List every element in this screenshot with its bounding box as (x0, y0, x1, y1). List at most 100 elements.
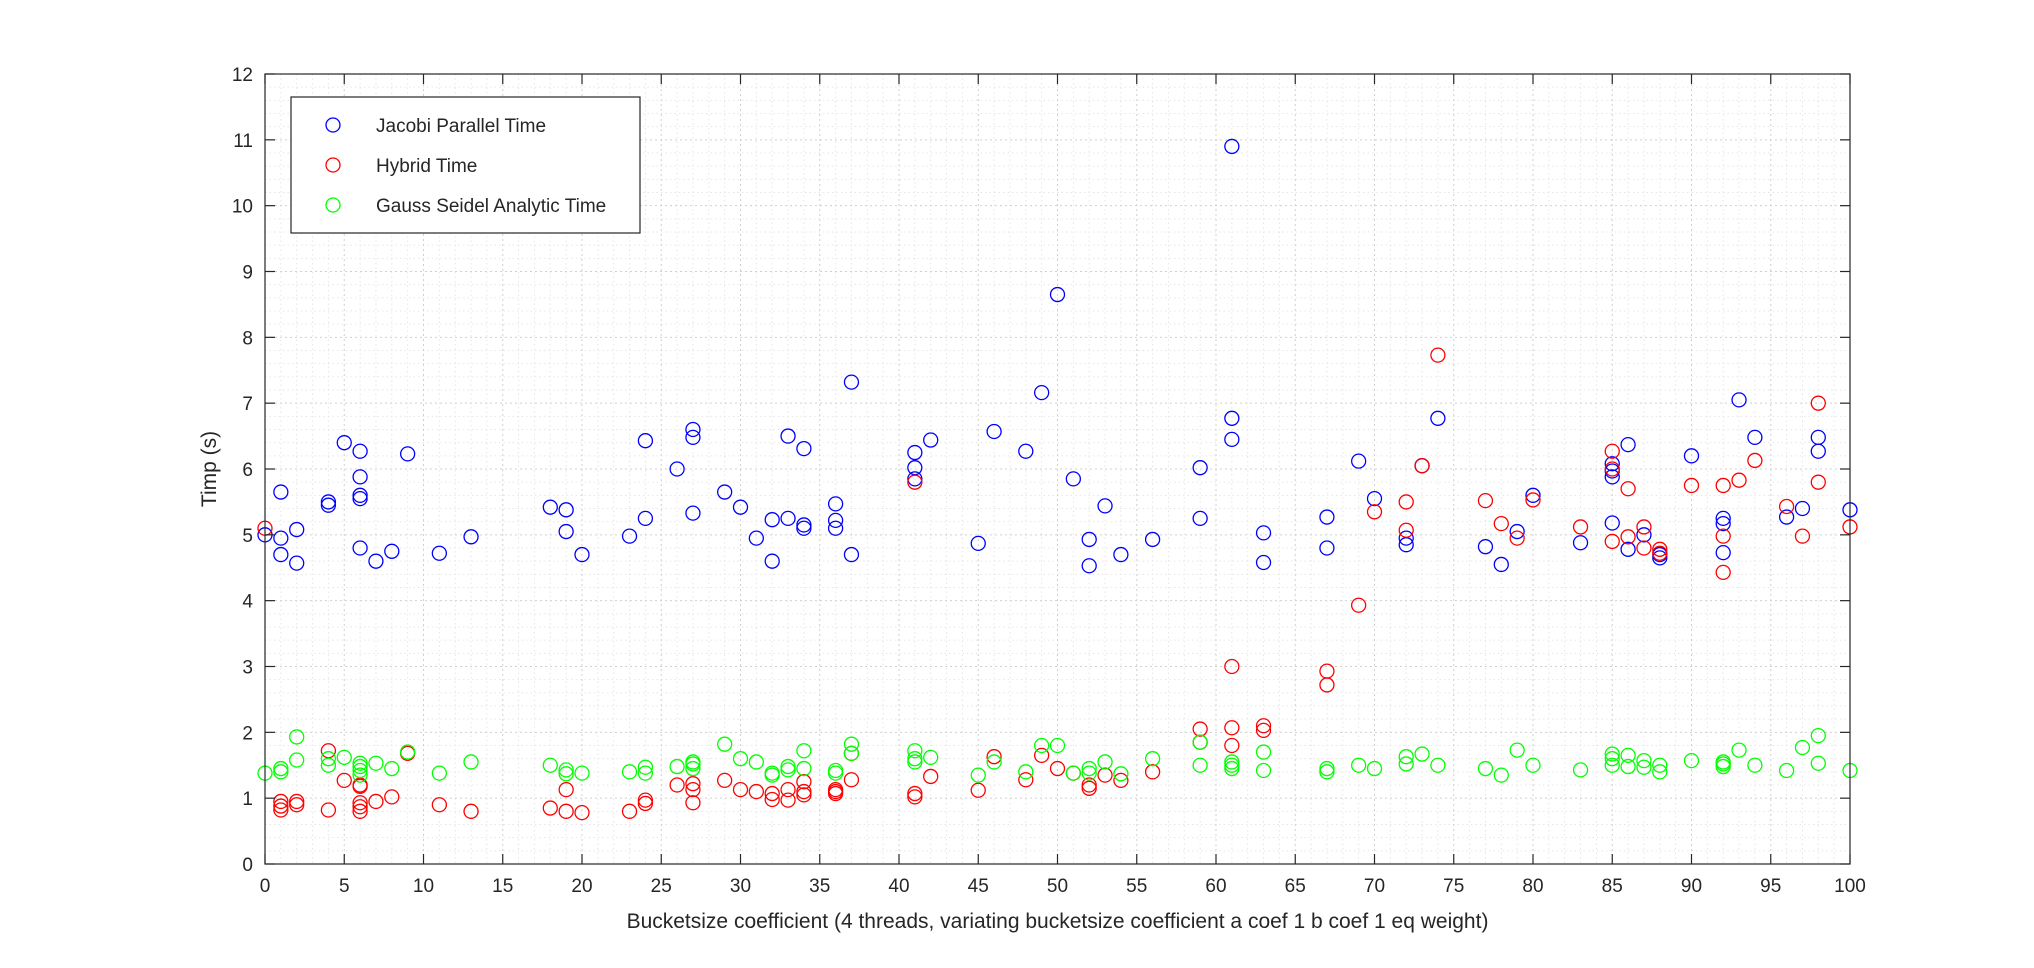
data-point (1049, 737, 1066, 754)
x-tick-label: 90 (1681, 876, 1702, 897)
data-point (1398, 494, 1414, 510)
y-tick-label: 0 (242, 855, 253, 876)
data-point (1604, 456, 1620, 472)
data-point (320, 494, 337, 510)
data-point (1192, 460, 1208, 476)
data-point (558, 523, 574, 540)
data-point (542, 499, 558, 515)
data-point (1715, 564, 1731, 581)
data-point (764, 553, 780, 569)
data-point (463, 529, 479, 545)
x-tick-label: 50 (1047, 876, 1068, 897)
data-point (1636, 527, 1652, 543)
data-point (970, 767, 986, 783)
data-point (1715, 510, 1731, 527)
data-point (764, 791, 780, 808)
y-tick-label: 11 (233, 131, 253, 152)
x-tick-label: 5 (339, 876, 350, 897)
data-point (1747, 452, 1763, 469)
data-point (669, 758, 685, 775)
y-tick-label: 9 (242, 263, 253, 284)
data-point (843, 745, 860, 762)
data-point (732, 751, 749, 767)
x-tick-label: 15 (492, 876, 513, 897)
y-tick-label: 3 (242, 658, 253, 679)
data-point (1018, 443, 1034, 459)
data-point (685, 754, 701, 770)
data-point (923, 432, 939, 448)
data-point (431, 545, 448, 561)
legend: Jacobi Parallel Time Hybrid Time Gauss Sei… (290, 96, 641, 234)
data-point (685, 795, 701, 811)
data-point (558, 803, 574, 819)
data-point (558, 766, 574, 782)
data-point (669, 461, 685, 477)
data-point (463, 754, 479, 770)
y-tick-label: 1 (242, 789, 253, 810)
data-point (1715, 544, 1731, 561)
legend-box (290, 96, 641, 234)
data-point (1604, 746, 1620, 762)
data-point (796, 743, 812, 759)
data-point (352, 469, 368, 485)
data-point (1144, 764, 1161, 780)
data-point (732, 499, 749, 515)
data-point (1366, 504, 1383, 520)
data-point (637, 510, 654, 527)
data-point (780, 758, 796, 775)
data-point (1255, 718, 1272, 734)
data-point (637, 759, 654, 775)
data-point (352, 767, 368, 783)
data-point (827, 520, 844, 536)
data-point (1731, 742, 1747, 758)
data-point (368, 755, 384, 771)
data-point (796, 783, 812, 800)
data-point (1493, 515, 1509, 532)
data-point (273, 793, 289, 810)
data-point (1778, 498, 1795, 515)
x-tick-label: 100 (1834, 876, 1866, 897)
data-point (748, 783, 764, 800)
data-point (1224, 760, 1240, 777)
data-point (1224, 138, 1240, 155)
data-point (1319, 764, 1335, 780)
x-tick-label: 35 (809, 876, 830, 897)
data-point (1604, 469, 1620, 485)
data-point (748, 530, 764, 546)
y-tick-label: 10 (232, 197, 253, 218)
data-point (1636, 752, 1652, 769)
x-tick-label: 25 (651, 876, 672, 897)
data-point (431, 765, 448, 781)
data-point (289, 555, 305, 571)
data-point (1715, 528, 1731, 544)
data-point (352, 490, 368, 507)
data-point (621, 528, 638, 544)
data-point (796, 760, 812, 777)
data-point (1604, 461, 1620, 477)
data-point (907, 743, 923, 759)
data-point (796, 440, 812, 457)
data-point (1620, 529, 1636, 545)
data-point (574, 805, 590, 821)
data-point (1572, 519, 1589, 535)
data-point (827, 781, 844, 798)
data-point (796, 787, 812, 803)
data-point (1144, 751, 1161, 767)
data-point (1810, 755, 1826, 771)
data-point (1049, 760, 1066, 777)
x-tick-label: 75 (1443, 876, 1464, 897)
data-point (1113, 546, 1129, 563)
data-point (1065, 471, 1081, 487)
legend-marker (325, 117, 341, 133)
data-point (352, 487, 368, 503)
data-point (368, 553, 384, 569)
data-point (637, 433, 654, 449)
data-point (1081, 558, 1097, 574)
data-point (1018, 772, 1034, 788)
y-tick-label: 4 (242, 592, 253, 613)
data-point (1319, 509, 1335, 525)
data-point (637, 795, 654, 812)
data-point (1509, 530, 1525, 546)
